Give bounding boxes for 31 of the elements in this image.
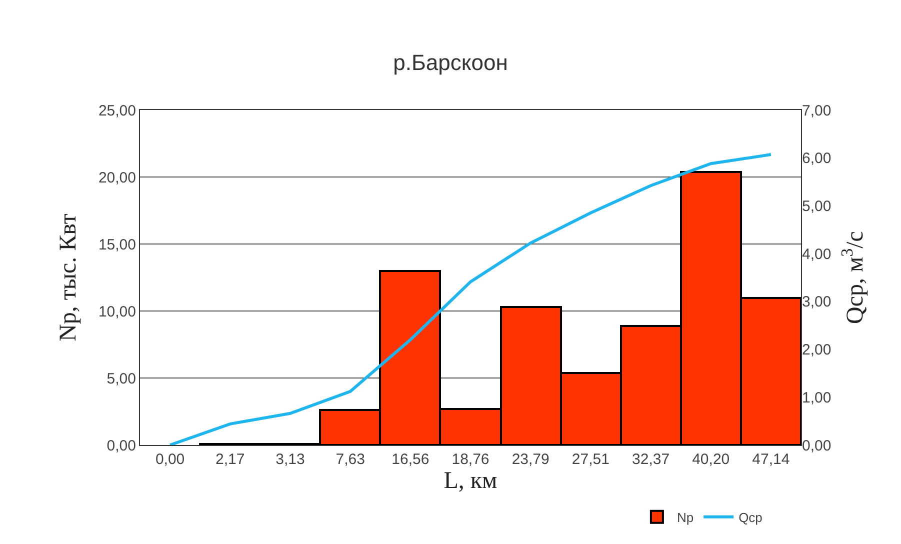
- y2-tick-label: 7,00: [802, 102, 832, 120]
- y-tick-label: 25,00: [98, 102, 136, 120]
- y2-tick-label: 1,00: [802, 389, 832, 406]
- x-tick-label: 23,79: [512, 451, 550, 468]
- legend-label: Qср: [738, 510, 762, 525]
- x-tick-label: 3,13: [276, 451, 305, 468]
- y-tick-label: 10,00: [98, 303, 136, 320]
- y2-tick-label: 4,00: [802, 246, 832, 263]
- y-tick-label: 0,00: [106, 437, 136, 454]
- x-tick-label: 18,76: [452, 451, 490, 468]
- y-tick-label: 15,00: [98, 236, 136, 254]
- y2-tick-label: 0,00: [802, 437, 832, 454]
- x-axis-title: L, км: [444, 468, 498, 494]
- y-tick-label: 20,00: [98, 169, 136, 186]
- chart-title: р.Барскоон: [393, 50, 508, 75]
- x-tick-label: 7,63: [336, 451, 365, 468]
- x-tick-label: 16,56: [392, 451, 430, 468]
- y2-tick-label: 5,00: [802, 198, 832, 215]
- y2-tick-label: 2,00: [802, 342, 832, 359]
- x-tick-label: 47,14: [752, 451, 790, 468]
- x-tick-label: 27,51: [572, 451, 610, 468]
- x-tick-label: 2,17: [216, 451, 245, 468]
- y-tick-label: 5,00: [106, 370, 136, 388]
- x-tick-label: 32,37: [632, 451, 670, 468]
- legend-label: Np: [676, 510, 694, 525]
- y2-tick-label: 6,00: [802, 150, 832, 168]
- line-series: [168, 153, 772, 445]
- x-tick-label: 40,20: [692, 451, 730, 468]
- y2-tick-label: 3,00: [802, 294, 832, 311]
- y-axis-title: Np, тыс. Квт: [56, 213, 82, 342]
- x-tick-label: 0,00: [155, 451, 185, 468]
